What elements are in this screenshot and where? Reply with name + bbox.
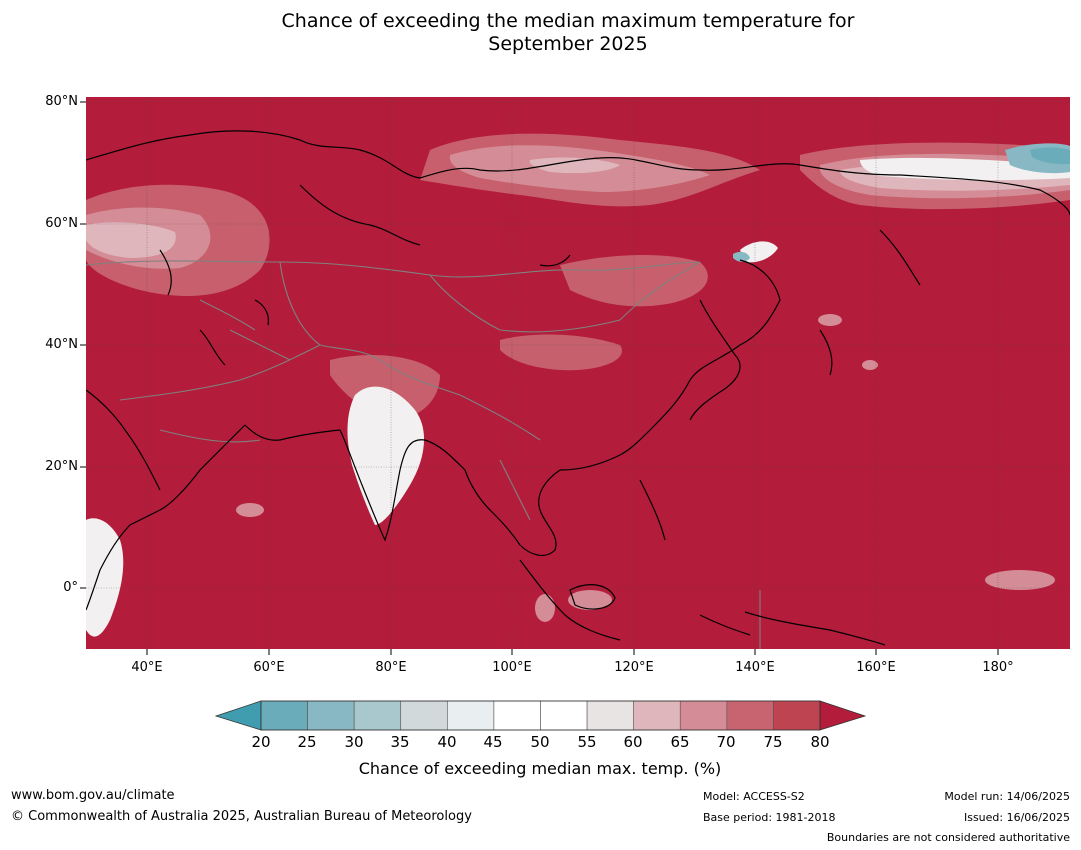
copyright-notice: © Commonwealth of Australia 2025, Austra… — [11, 809, 472, 824]
colorbar-tick-45: 45 — [483, 733, 503, 751]
colorbar-extend-low — [214, 700, 262, 731]
colorbar-tick-20: 20 — [251, 733, 271, 751]
colorbar-segment — [540, 700, 588, 731]
colorbar-segment — [447, 700, 495, 731]
colorbar-segment — [493, 700, 541, 731]
issued-info: Issued: 16/06/2025 — [963, 811, 1070, 824]
model-run-info: Model run: 14/06/2025 — [944, 790, 1070, 803]
colorbar-segment — [773, 700, 821, 731]
colorbar-tick-75: 75 — [763, 733, 783, 751]
map-title-line-2: September 2025 — [488, 33, 648, 55]
lon-label-40e: 40°E — [131, 660, 163, 675]
lon-label-100e: 100°E — [492, 660, 532, 675]
colorbar-segment — [679, 700, 728, 731]
lat-label-60n: 60°N — [45, 216, 78, 231]
lon-label-60e: 60°E — [253, 660, 285, 675]
colorbar-tick-30: 30 — [344, 733, 364, 751]
colorbar-tick-40: 40 — [437, 733, 457, 751]
boundaries-disclaimer: Boundaries are not considered authoritat… — [826, 831, 1070, 844]
axis-ticks — [80, 101, 999, 655]
colorbar-extend-high — [819, 700, 867, 731]
lon-label-180: 180° — [982, 660, 1014, 675]
website-link[interactable]: www.bom.gov.au/climate — [11, 788, 175, 803]
colorbar-tick-65: 65 — [670, 733, 690, 751]
lon-label-140e: 140°E — [735, 660, 775, 675]
graticule — [86, 97, 1070, 649]
zone-20-30 — [1030, 147, 1070, 165]
colorbar-tick-50: 50 — [530, 733, 550, 751]
model-info: Model: ACCESS-S2 — [703, 790, 805, 803]
colorbar-outline — [260, 700, 821, 731]
colorbar-label: Chance of exceeding median max. temp. (%… — [358, 759, 722, 778]
colorbar-tick-80: 80 — [810, 733, 830, 751]
coastlines — [86, 130, 1070, 646]
colorbar-tick-70: 70 — [716, 733, 736, 751]
map-title-line-1: Chance of exceeding the median maximum t… — [281, 10, 855, 32]
lat-label-80n: 80°N — [45, 94, 78, 109]
colorbar-segment — [726, 700, 774, 731]
country-borders — [86, 260, 761, 649]
colorbar-segment — [400, 700, 448, 731]
lon-label-80e: 80°E — [375, 660, 407, 675]
colorbar-tick-25: 25 — [297, 733, 317, 751]
lat-label-40n: 40°N — [45, 337, 78, 352]
base-period-info: Base period: 1981-2018 — [703, 811, 836, 824]
colorbar-segment — [586, 700, 634, 731]
colorbar-segment — [307, 700, 355, 731]
colorbar-tick-60: 60 — [623, 733, 643, 751]
lat-label-0: 0° — [63, 580, 78, 595]
colorbar-tick-35: 35 — [390, 733, 410, 751]
colorbar-tick-55: 55 — [577, 733, 597, 751]
lat-label-20n: 20°N — [45, 459, 78, 474]
colorbar-segment — [260, 700, 308, 731]
colorbar — [214, 700, 867, 731]
colorbar-segment — [353, 700, 402, 731]
scattered-patches — [236, 314, 1055, 622]
lon-label-120e: 120°E — [614, 660, 654, 675]
colorbar-segment — [633, 700, 681, 731]
colorbar-segments — [260, 700, 821, 731]
lon-label-160e: 160°E — [856, 660, 896, 675]
